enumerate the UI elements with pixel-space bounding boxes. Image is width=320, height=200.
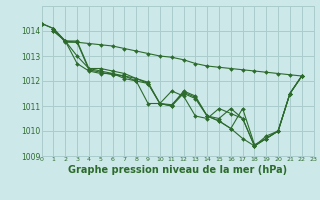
- X-axis label: Graphe pression niveau de la mer (hPa): Graphe pression niveau de la mer (hPa): [68, 165, 287, 175]
